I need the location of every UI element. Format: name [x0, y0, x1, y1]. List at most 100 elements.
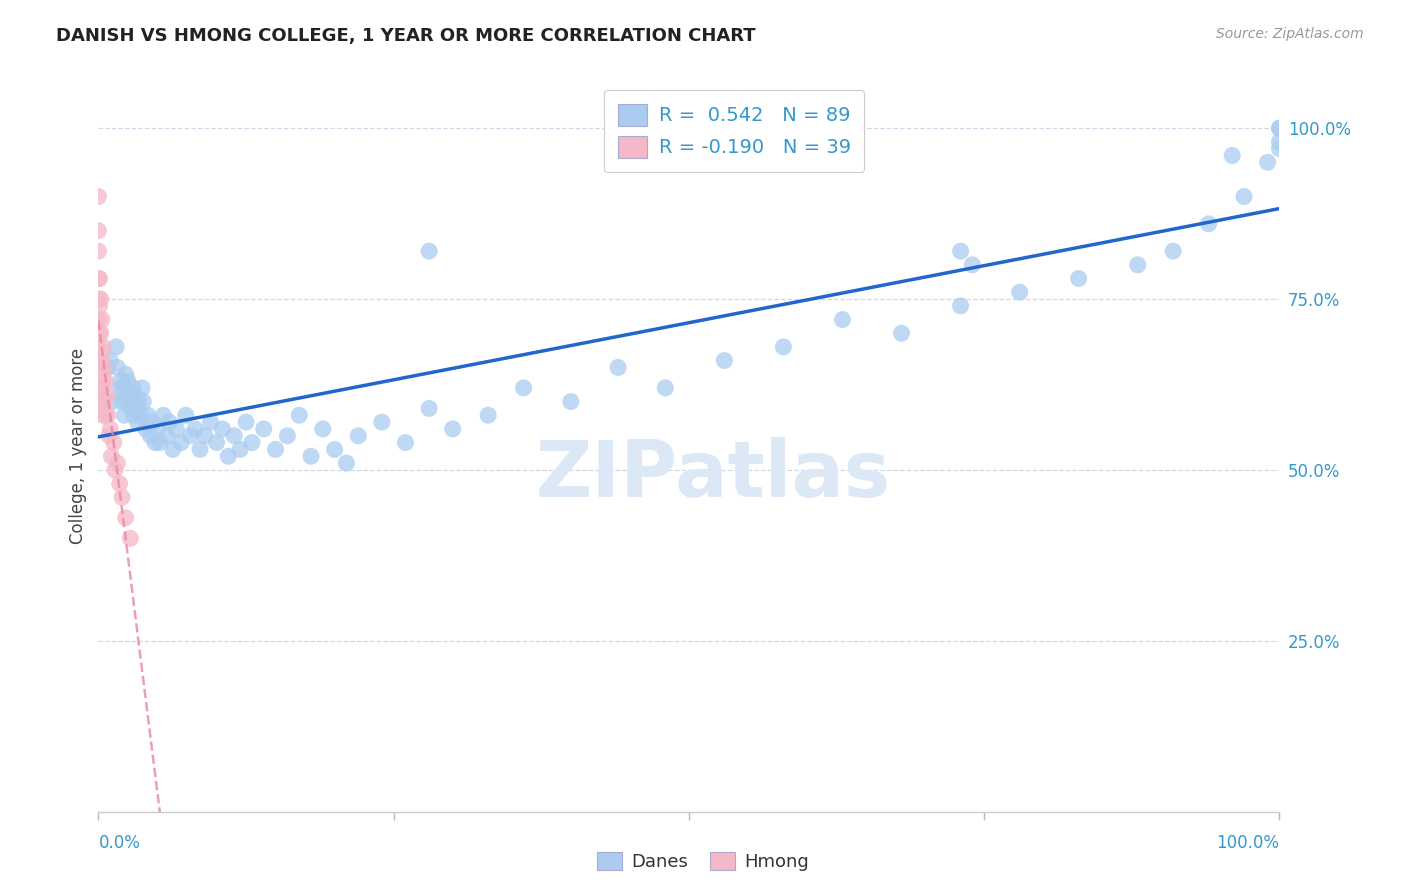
Point — [949, 244, 972, 259]
Point — [1268, 142, 1291, 156]
Point — [143, 435, 166, 450]
Point — [152, 409, 174, 423]
Point — [111, 490, 134, 504]
Point — [97, 360, 120, 375]
Point — [211, 422, 233, 436]
Legend: Danes, Hmong: Danes, Hmong — [591, 845, 815, 879]
Point — [87, 189, 110, 203]
Point — [418, 244, 440, 259]
Point — [772, 340, 794, 354]
Point — [87, 244, 110, 259]
Point — [1067, 271, 1090, 285]
Point — [1126, 258, 1149, 272]
Point — [235, 415, 257, 429]
Point — [108, 381, 131, 395]
Point — [174, 409, 197, 423]
Point — [93, 394, 115, 409]
Point — [125, 401, 148, 416]
Point — [200, 415, 222, 429]
Point — [112, 381, 135, 395]
Point — [184, 422, 207, 436]
Point — [229, 442, 252, 457]
Point — [87, 224, 110, 238]
Point — [120, 401, 142, 416]
Point — [1268, 121, 1291, 136]
Point — [87, 381, 110, 395]
Point — [90, 292, 112, 306]
Point — [299, 449, 322, 463]
Point — [135, 422, 157, 436]
Point — [224, 429, 246, 443]
Point — [97, 409, 120, 423]
Point — [94, 409, 117, 423]
Point — [607, 360, 630, 375]
Text: 0.0%: 0.0% — [98, 834, 141, 852]
Point — [162, 442, 184, 457]
Point — [112, 409, 135, 423]
Point — [512, 381, 534, 395]
Point — [114, 368, 136, 382]
Point — [129, 409, 152, 423]
Point — [127, 415, 149, 429]
Point — [276, 429, 298, 443]
Point — [165, 422, 187, 436]
Point — [108, 476, 131, 491]
Legend: R =  0.542   N = 89, R = -0.190   N = 39: R = 0.542 N = 89, R = -0.190 N = 39 — [605, 90, 865, 172]
Point — [110, 374, 132, 388]
Point — [91, 374, 114, 388]
Point — [264, 442, 287, 457]
Point — [90, 326, 112, 341]
Point — [188, 442, 211, 457]
Point — [94, 374, 117, 388]
Point — [90, 353, 112, 368]
Point — [111, 394, 134, 409]
Point — [122, 409, 145, 423]
Point — [347, 429, 370, 443]
Point — [103, 435, 125, 450]
Point — [91, 340, 114, 354]
Point — [117, 374, 139, 388]
Point — [87, 271, 110, 285]
Text: DANISH VS HMONG COLLEGE, 1 YEAR OR MORE CORRELATION CHART: DANISH VS HMONG COLLEGE, 1 YEAR OR MORE … — [56, 27, 756, 45]
Point — [89, 271, 111, 285]
Point — [124, 388, 146, 402]
Point — [312, 422, 335, 436]
Point — [121, 394, 143, 409]
Point — [654, 381, 676, 395]
Point — [139, 429, 162, 443]
Point — [89, 394, 111, 409]
Text: Source: ZipAtlas.com: Source: ZipAtlas.com — [1216, 27, 1364, 41]
Point — [101, 394, 124, 409]
Point — [91, 409, 114, 423]
Point — [288, 409, 311, 423]
Point — [87, 292, 110, 306]
Point — [128, 394, 150, 409]
Point — [100, 449, 122, 463]
Point — [253, 422, 276, 436]
Point — [87, 312, 110, 326]
Point — [91, 312, 114, 326]
Point — [170, 435, 193, 450]
Point — [205, 435, 228, 450]
Point — [104, 463, 127, 477]
Point — [477, 409, 499, 423]
Point — [240, 435, 263, 450]
Point — [1268, 135, 1291, 149]
Point — [89, 326, 111, 341]
Point — [1220, 148, 1243, 162]
Point — [91, 381, 114, 395]
Point — [194, 429, 217, 443]
Point — [560, 394, 582, 409]
Point — [1161, 244, 1184, 259]
Point — [87, 340, 110, 354]
Point — [105, 456, 128, 470]
Point — [441, 422, 464, 436]
Point — [142, 415, 165, 429]
Point — [132, 394, 155, 409]
Point — [157, 415, 180, 429]
Point — [217, 449, 239, 463]
Point — [89, 360, 111, 375]
Point — [120, 531, 142, 545]
Text: 100.0%: 100.0% — [1216, 834, 1279, 852]
Point — [93, 360, 115, 375]
